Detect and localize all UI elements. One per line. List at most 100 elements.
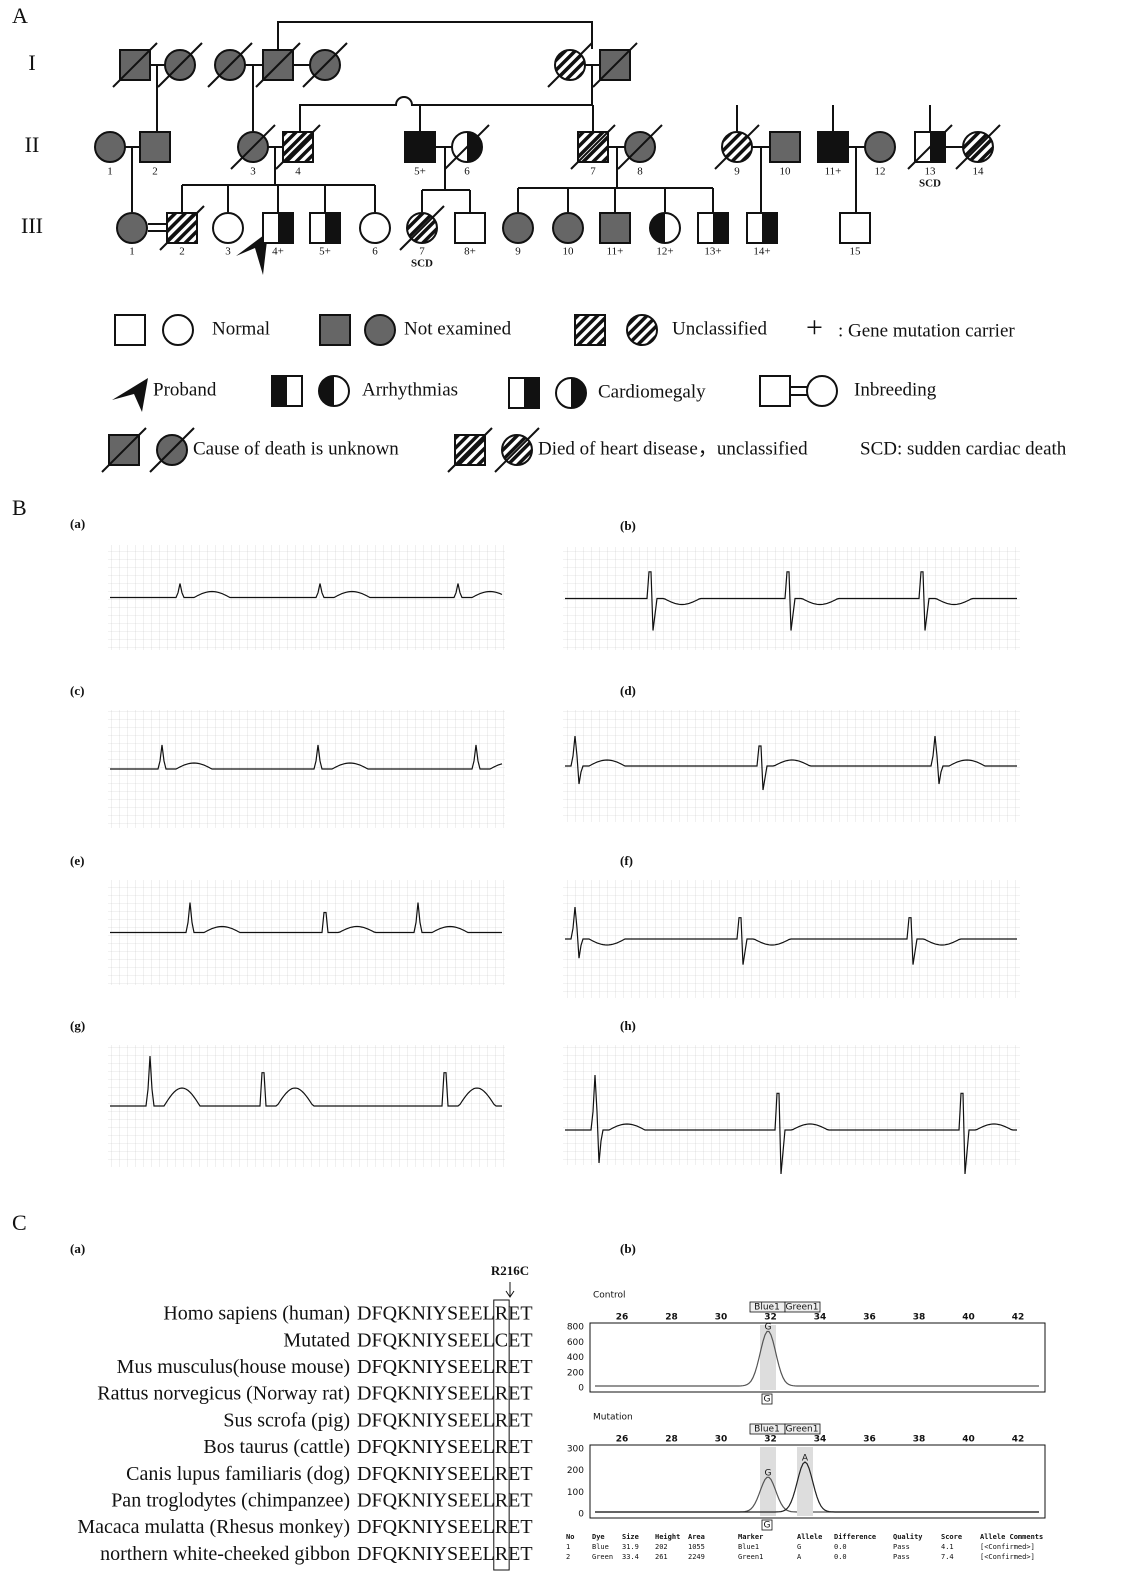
symbol-shape [575,315,605,345]
trace-title: Mutation [593,1413,633,1423]
individual-id: 6 [464,166,470,178]
species-name: Homo sapiens (human) [163,1303,350,1325]
individual-id: 7 [419,246,425,258]
table-header: Score [941,1533,962,1541]
pedigree-symbol [618,125,662,169]
symbol-shape [455,213,485,243]
species-name: Macaca mulatta (Rhesus monkey) [77,1516,350,1538]
table-cell: Green [592,1553,613,1561]
individual-id: 14 [973,166,985,178]
individual-id: 12 [875,166,886,178]
mutation-label: R216C [491,1263,529,1278]
pedigree-symbol [365,315,395,345]
ecg-label: (e) [70,853,84,868]
individual-id: 1 [107,166,113,178]
y-tick-label: 0 [578,1510,584,1520]
subpanel-label: (b) [620,1241,636,1256]
table-header: Allele [797,1533,822,1541]
y-tick-label: 100 [567,1488,584,1498]
pedigree-symbol [163,315,193,345]
x-tick-label: 40 [962,1435,975,1445]
trace-title: Control [593,1291,626,1301]
pedigree-symbol [548,43,592,87]
arrow [506,1282,514,1297]
y-tick-label: 400 [567,1353,584,1363]
species-name: northern white-cheeked gibbon [100,1543,350,1565]
pedigree-symbol [807,376,837,406]
pedigree-symbol [650,213,680,243]
symbol-shape [807,376,837,406]
individual-id: 9 [515,246,521,258]
symbol-half [278,213,293,243]
proband-arrow [112,378,148,412]
pedigree-symbol [213,213,243,243]
individual-id: 5+ [319,246,331,258]
pedigree-symbol [95,132,125,162]
pedigree-symbol [865,132,895,162]
symbol-shape [115,315,145,345]
individual-id: 10 [563,246,575,258]
marker-label: Blue1 [754,1303,780,1313]
symbol-half [650,213,665,243]
peak-label: G [765,1469,772,1479]
pedigree-symbol [503,213,533,243]
species-name: Canis lupus familiaris (dog) [126,1463,350,1485]
figure: A I II III 12345+67891011+121314SCD1234+… [0,0,1132,1593]
symbol-half [325,213,340,243]
sequence: DFQKNIYSEELRET [357,1489,533,1511]
pedigree-symbol [770,132,800,162]
symbol-shape [818,132,848,162]
symbol-shape [553,213,583,243]
x-tick-label: 42 [1012,1313,1025,1323]
panel-label: B [12,495,27,520]
table-header: Size [622,1533,639,1541]
pedigree-symbol [600,213,630,243]
x-tick-label: 40 [962,1313,975,1323]
individual-id: 1 [129,246,135,258]
inbreeding-line [790,387,807,395]
pedigree-symbol [256,43,300,87]
individual-id: 5+ [414,166,426,178]
species-name: Mutated [283,1329,350,1351]
pedigree-symbol [760,376,790,406]
pedigree-symbol [553,213,583,243]
pedigree-symbol [117,213,147,243]
pedigree-symbol [698,213,728,243]
table-header: Dye [592,1533,605,1541]
pedigree-symbol [956,125,1000,169]
scd-note: SCD [919,178,941,190]
x-tick-label: 34 [814,1435,827,1445]
individual-id: 7 [590,166,596,178]
x-tick-label: 28 [665,1435,678,1445]
peak-shade [760,1325,776,1390]
table-cell: 2249 [688,1553,705,1561]
symbol-shape [117,213,147,243]
legend-text: SCD: sudden cardiac death [860,438,1067,459]
pedigree-symbol [303,43,347,87]
table-cell: Blue [592,1543,609,1551]
plot-frame [590,1445,1045,1518]
table-cell: G [797,1543,801,1551]
individual-id: 8+ [464,246,476,258]
x-tick-label: 26 [616,1435,629,1445]
table-header: Allele Comments [980,1533,1043,1541]
pedigree-symbol [319,376,349,406]
x-tick-label: 42 [1012,1435,1025,1445]
pedigree-symbol [818,132,848,162]
pedigree-symbol [310,213,340,243]
generation-label: I [28,50,35,75]
ecg-grid [108,1045,505,1167]
pedigree-symbol [231,125,275,169]
y-tick-label: 600 [567,1338,584,1348]
legend-text: Normal [212,318,270,339]
pedigree-symbol [405,132,435,162]
sequence: DFQKNIYSEELRET [357,1436,533,1458]
y-tick-label: 300 [567,1445,584,1455]
legend-text: Died of heart disease，unclassified [538,438,808,459]
legend-text: Arrhythmias [362,379,458,400]
symbol-shape [770,132,800,162]
table-cell: Blue1 [738,1543,759,1551]
individual-id: 10 [780,166,792,178]
sequence: DFQKNIYSEELRET [357,1543,533,1565]
table-header: Height [655,1533,680,1541]
